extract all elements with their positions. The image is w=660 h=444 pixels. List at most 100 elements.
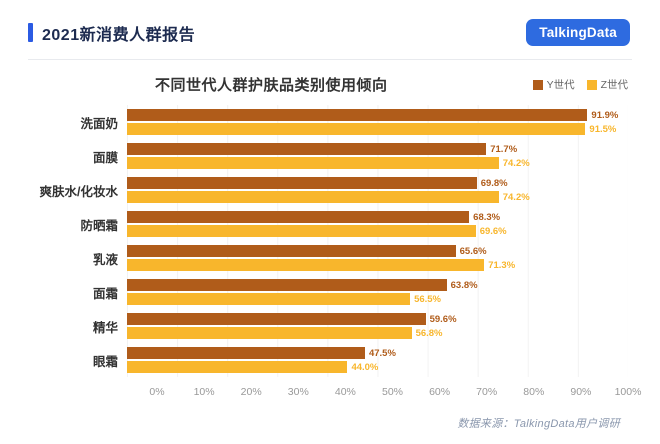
- bar-Y世代: [127, 177, 477, 189]
- bar-Y世代: [127, 279, 447, 291]
- legend-swatch: [586, 79, 597, 90]
- data-source: 数据来源：TalkingData用户调研: [457, 418, 620, 430]
- accent-bar: [28, 23, 33, 42]
- chart-row: 面霜 63.8% 56.5%: [30, 275, 628, 309]
- bar-group: 59.6% 56.8%: [127, 309, 628, 343]
- chart-row: 面膜 71.7% 74.2%: [30, 139, 628, 173]
- bar-Z世代: [127, 327, 412, 339]
- bar-Z世代: [127, 293, 411, 305]
- chart-row: 洗面奶 91.9% 91.5%: [30, 105, 628, 139]
- report-header: 2021新消费人群报告 TalkingData: [0, 0, 660, 59]
- bar-track: 56.8%: [127, 327, 628, 339]
- bar-value-label: 56.5%: [414, 293, 441, 305]
- bar-Z世代: [127, 361, 348, 373]
- bar-track: 44.0%: [127, 361, 628, 373]
- bar-value-label: 56.8%: [415, 327, 443, 339]
- bar-group: 68.3% 69.6%: [127, 207, 628, 241]
- bar-track: 63.8%: [127, 279, 628, 291]
- legend-item: Y世代: [532, 77, 575, 92]
- bar-Z世代: [127, 225, 476, 237]
- chart-header: 不同世代人群护肤品类别使用倾向 Y世代 Z世代: [30, 74, 628, 95]
- bar-track: 71.3%: [127, 259, 628, 271]
- chart-row: 防晒霜 68.3% 69.6%: [30, 207, 628, 241]
- x-tick-label: 20%: [240, 386, 262, 398]
- bar-track: 74.2%: [127, 191, 628, 203]
- legend-label: Z世代: [600, 79, 628, 91]
- bar-value-label: 71.3%: [488, 259, 516, 271]
- bar-value-label: 69.8%: [480, 177, 508, 189]
- category-label: 眼霜: [92, 354, 118, 369]
- bar-group: 47.5% 44.0%: [127, 343, 628, 377]
- category-label: 防晒霜: [80, 218, 118, 233]
- x-tick-label: 0%: [149, 386, 165, 398]
- x-tick-label: 40%: [334, 386, 356, 398]
- x-tick-label: 80%: [523, 386, 545, 398]
- bar-group: 69.8% 74.2%: [127, 173, 628, 207]
- bar-value-label: 44.0%: [351, 361, 379, 373]
- bar-track: 68.3%: [127, 211, 628, 223]
- bar-chart: 不同世代人群护肤品类别使用倾向 Y世代 Z世代 洗面奶 91.9% 91.5% 面膜 71…: [0, 60, 660, 403]
- x-tick-label: 60%: [429, 386, 451, 398]
- x-tick-label: 30%: [287, 386, 309, 398]
- bar-value-label: 74.2%: [502, 191, 530, 203]
- bar-track: 91.5%: [127, 123, 628, 135]
- chart-row: 眼霜 47.5% 44.0%: [30, 343, 628, 377]
- category-label: 精华: [92, 320, 118, 335]
- x-tick-label: 90%: [570, 386, 592, 398]
- bar-track: 47.5%: [127, 347, 628, 359]
- bar-group: 71.7% 74.2%: [127, 139, 628, 173]
- bar-Z世代: [127, 123, 586, 135]
- chart-row: 乳液 65.6% 71.3%: [30, 241, 628, 275]
- chart-row: 爽肤水/化妆水 69.8% 74.2%: [30, 173, 628, 207]
- bar-Z世代: [127, 191, 499, 203]
- bar-track: 71.7%: [127, 143, 628, 155]
- bar-Y世代: [127, 109, 588, 121]
- chart-plot: 洗面奶 91.9% 91.5% 面膜 71.7% 74.2% 爽肤水/化妆水 69.8% 74.…: [30, 105, 628, 377]
- bar-Y世代: [127, 211, 470, 223]
- x-tick-label: 70%: [476, 386, 498, 398]
- category-label: 面霜: [92, 286, 118, 301]
- bar-group: 63.8% 56.5%: [127, 275, 628, 309]
- legend-label: Y世代: [546, 79, 575, 91]
- bar-track: 59.6%: [127, 313, 628, 325]
- bar-track: 69.6%: [127, 225, 628, 237]
- bar-value-label: 47.5%: [368, 347, 396, 359]
- bar-value-label: 65.6%: [459, 245, 487, 257]
- bar-Y世代: [127, 347, 365, 359]
- category-label: 洗面奶: [80, 116, 118, 131]
- legend-item: Z世代: [586, 77, 628, 92]
- bar-value-label: 91.5%: [589, 123, 617, 135]
- bar-track: 74.2%: [127, 157, 628, 169]
- bar-group: 65.6% 71.3%: [127, 241, 628, 275]
- chart-title: 不同世代人群护肤品类别使用倾向: [155, 77, 388, 94]
- bar-Y世代: [127, 313, 426, 325]
- bar-Z世代: [127, 259, 485, 271]
- chart-row: 精华 59.6% 56.8%: [30, 309, 628, 343]
- legend: Y世代 Z世代: [532, 74, 628, 92]
- legend-swatch: [532, 79, 543, 90]
- category-label: 乳液: [92, 252, 118, 267]
- bar-value-label: 59.6%: [429, 313, 457, 325]
- report-title: 2021新消费人群报告: [42, 26, 196, 44]
- x-tick-label: 50%: [381, 386, 404, 398]
- bar-track: 65.6%: [127, 245, 628, 257]
- bar-track: 56.5%: [127, 293, 628, 305]
- bar-Y世代: [127, 245, 456, 257]
- bar-value-label: 63.8%: [450, 279, 478, 291]
- bar-value-label: 71.7%: [490, 143, 518, 155]
- x-tick-label: 100%: [614, 386, 642, 398]
- category-label: 面膜: [92, 150, 118, 165]
- bar-group: 91.9% 91.5%: [127, 105, 628, 139]
- bar-Y世代: [127, 143, 487, 155]
- bar-track: 69.8%: [127, 177, 628, 189]
- bar-value-label: 91.9%: [591, 109, 619, 121]
- bar-value-label: 69.6%: [479, 225, 507, 237]
- bar-value-label: 74.2%: [502, 157, 530, 169]
- talkingdata-logo: TalkingData: [526, 19, 630, 46]
- bar-track: 91.9%: [127, 109, 628, 121]
- bar-value-label: 68.3%: [473, 211, 501, 223]
- category-label: 爽肤水/化妆水: [39, 184, 118, 199]
- x-axis: 0% 10% 20% 30% 40% 50% 60% 70% 80% 90% 100%: [149, 381, 641, 403]
- header-divider: [28, 59, 632, 60]
